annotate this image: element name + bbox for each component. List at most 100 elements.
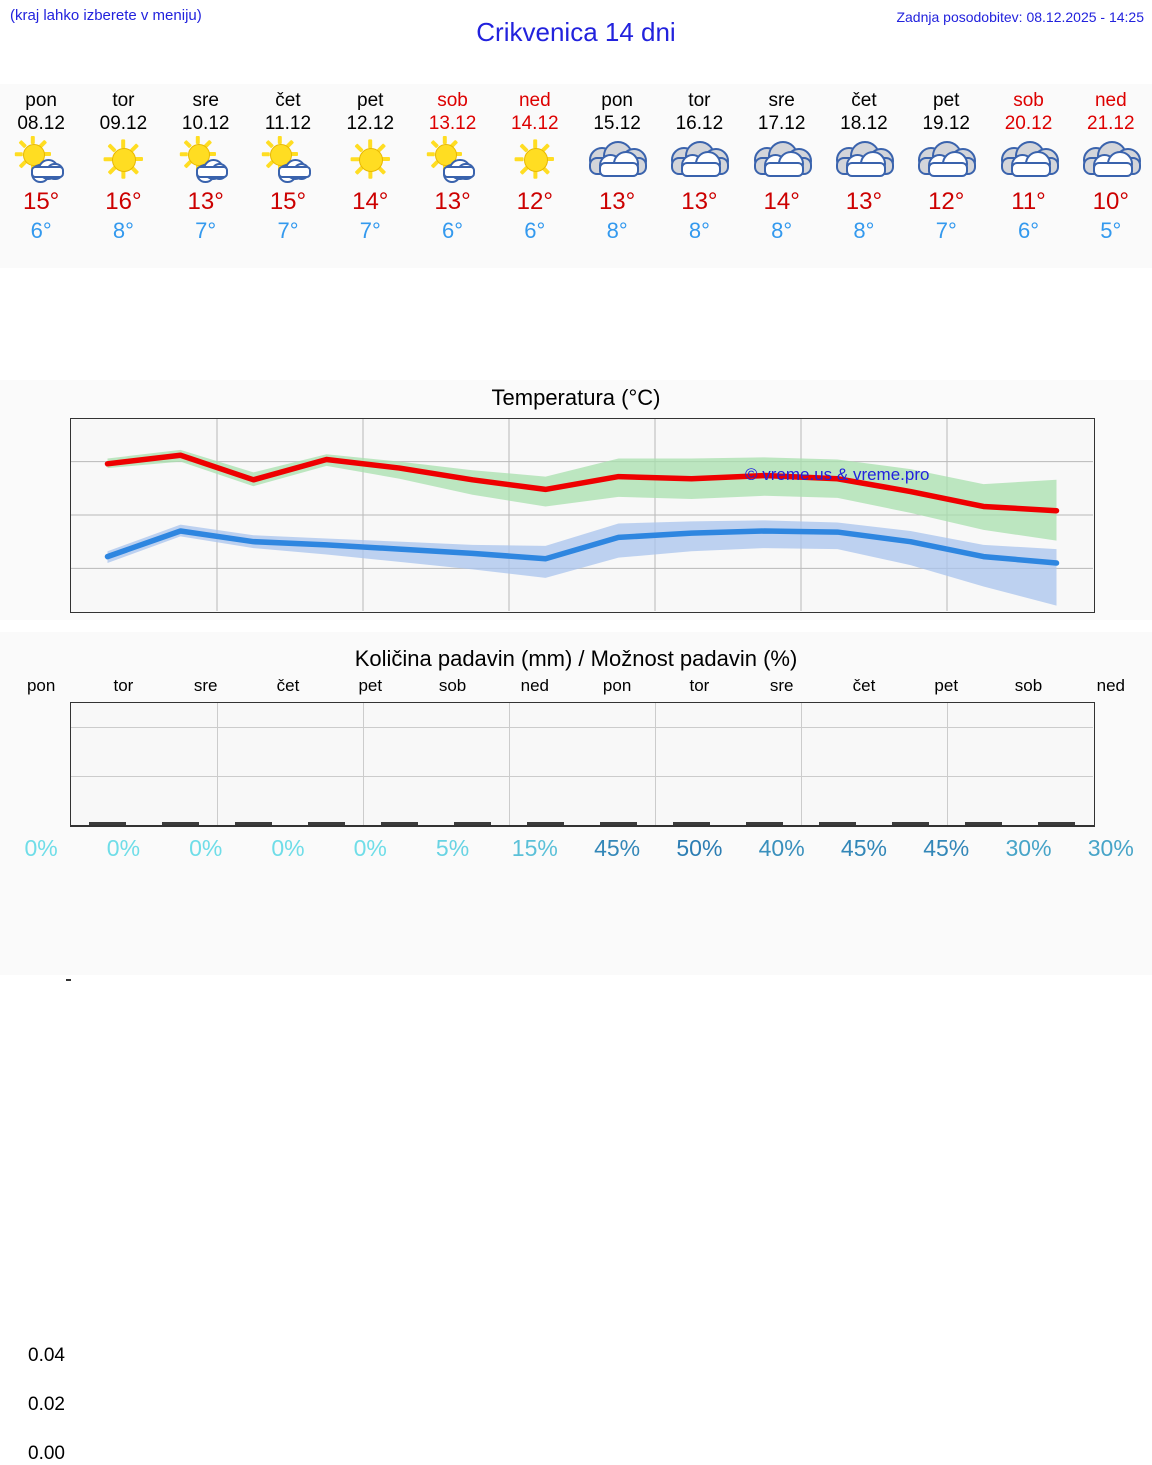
precipitation-probability-label: 0% (271, 835, 305, 861)
day-of-week: čet (275, 90, 301, 111)
precipitation-probability-label: 45% (594, 835, 641, 861)
precipitation-day-label: ned (1096, 676, 1125, 695)
sun-icon (334, 137, 406, 183)
sun-cloud-icon (252, 136, 324, 183)
temperature-chart-title: Temperatura (°C) (491, 385, 661, 410)
forecast-day-column[interactable]: tor 16.12 13° 8° (658, 84, 740, 268)
forecast-day-column[interactable]: sre 17.12 14° 8° (741, 84, 823, 268)
forecast-day-column[interactable]: čet 11.12 15° 7° (247, 84, 329, 268)
forecast-day-column[interactable]: pet 12.12 14° 7° (329, 84, 411, 268)
precipitation-day-label: ned (520, 676, 550, 695)
cloud-base-front (1010, 162, 1051, 177)
forecast-day-column[interactable]: sob 20.12 11° 6° (987, 84, 1069, 268)
cloudy-icon (663, 137, 735, 183)
day-date: 10.12 (181, 113, 230, 134)
precipitation-probability-label: 0% (353, 835, 387, 861)
precipitation-probability-label: 0% (24, 835, 58, 861)
cloudy-icon (746, 137, 818, 183)
forecast-day-column[interactable]: sob 13.12 13° 6° (411, 84, 493, 268)
cloudy-icon (1075, 137, 1147, 183)
min-temperature: 6° (524, 218, 546, 243)
day-date: 18.12 (840, 113, 888, 134)
day-of-week: pon (601, 90, 633, 111)
cloud-base-front (599, 162, 640, 177)
forecast-day-column[interactable]: sre 10.12 13° 7° (165, 84, 247, 268)
temperature-series-svg (71, 419, 1093, 611)
precipitation-bar (746, 822, 783, 825)
min-temperature: 6° (442, 218, 464, 243)
forecast-day-column[interactable]: pon 15.12 13° 8° (576, 84, 658, 268)
day-date: 11.12 (264, 113, 312, 134)
precipitation-day-label: sre (769, 676, 794, 695)
max-temperature: 13° (845, 188, 883, 215)
sun-ray (195, 136, 200, 144)
sun-disc (523, 148, 548, 172)
precipitation-plot-area (70, 702, 1095, 827)
sun-ray (207, 151, 216, 157)
min-temperature: 8° (606, 218, 628, 243)
max-temperature: 14° (352, 188, 389, 215)
precipitation-gridline-vertical (217, 703, 218, 825)
cloud-base (195, 166, 229, 179)
precipitation-day-label: tor (689, 676, 710, 695)
cloud-base (31, 166, 64, 179)
sun-ray (15, 151, 24, 157)
precipitation-day-label: pet (358, 676, 383, 695)
sun-icon (87, 137, 159, 183)
forecast-day-column[interactable]: tor 09.12 16° 8° (82, 84, 164, 268)
max-temperature: 15° (22, 188, 60, 215)
precipitation-gridline-vertical (947, 703, 948, 825)
day-date: 15.12 (593, 113, 641, 134)
precipitation-day-label: pet (934, 676, 959, 695)
day-of-week: sob (437, 90, 468, 111)
precipitation-probability-label: 30% (1087, 835, 1134, 861)
sun-disc (359, 148, 384, 172)
forecast-day-column[interactable]: čet 18.12 13° 8° (823, 84, 905, 268)
precipitation-bar (381, 822, 418, 825)
menu-note[interactable]: (kraj lahko izberete v meniju) (10, 7, 202, 24)
day-of-week: pet (933, 90, 960, 111)
sun-ray (134, 156, 143, 162)
forecast-day-column[interactable]: ned 14.12 12° 6° (494, 84, 576, 268)
sun-ray (381, 156, 390, 162)
page-title: Crikvenica 14 dni (476, 17, 676, 47)
max-temperature: 10° (1092, 188, 1129, 215)
cloudy-icon (993, 137, 1065, 183)
max-temperature: 16° (105, 188, 142, 215)
day-date: 16.12 (675, 113, 724, 134)
min-temperature: 7° (195, 218, 217, 243)
precipitation-y-tick-label: 0.02 (28, 1394, 65, 1416)
day-of-week: sre (192, 90, 219, 111)
forecast-day-column[interactable]: pet 19.12 12° 7° (905, 84, 987, 268)
sun-ray (179, 151, 188, 157)
precipitation-probability-label: 45% (923, 835, 970, 861)
min-temperature: 8° (688, 218, 710, 243)
temperature-plot-area (70, 418, 1095, 613)
max-temperature: 14° (763, 188, 800, 215)
precipitation-gridline-vertical (509, 703, 510, 825)
day-of-week: ned (1094, 90, 1127, 111)
precipitation-probability-row: 0% 0% 0% 0% 0% 5% 15% 45% 50% 40% 45% 45% 30% 30% (0, 835, 1152, 869)
precipitation-probability-label: 45% (840, 835, 887, 861)
day-of-week: pet (357, 90, 384, 111)
sun-ray (43, 151, 51, 157)
precipitation-day-label: čet (852, 676, 876, 695)
page-header: (kraj lahko izberete v meniju) Crikvenic… (0, 0, 1152, 62)
forecast-day-column[interactable]: ned 21.12 10° 5° (1070, 84, 1152, 268)
temperature-y-minor-tick (66, 979, 71, 981)
precipitation-day-label: sob (438, 676, 467, 695)
sun-ray (262, 151, 270, 157)
day-date: 12.12 (346, 113, 395, 134)
sun-cloud-icon (417, 136, 489, 183)
precipitation-bar (965, 822, 1002, 825)
precipitation-chart: Količina padavin (mm) / Možnost padavin … (0, 632, 1152, 1464)
day-date: 13.12 (428, 113, 477, 134)
min-temperature: 8° (771, 218, 793, 243)
sun-icon (499, 137, 571, 183)
sun-ray (426, 151, 435, 157)
forecast-day-column[interactable]: pon 08.12 15° 6° (0, 84, 82, 268)
precipitation-probability-label: 40% (758, 835, 805, 861)
precipitation-gridline (71, 727, 1093, 729)
precipitation-gridline (71, 776, 1093, 778)
